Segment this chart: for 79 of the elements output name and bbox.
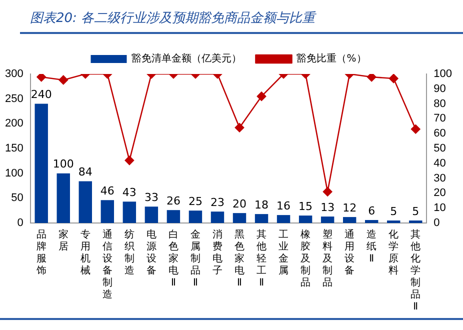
data-label: 84 xyxy=(78,166,92,179)
data-label: 33 xyxy=(144,190,158,204)
y-tick-label: 200 xyxy=(4,118,24,130)
x-tick-label: 通用设备 xyxy=(344,228,355,277)
y-tick-label: 150 xyxy=(4,142,24,155)
x-tick-label: 电源设备 xyxy=(146,228,156,277)
y2-tick-label: 50 xyxy=(434,142,446,155)
data-label: 25 xyxy=(188,194,202,208)
bar xyxy=(232,213,246,223)
x-tick-label: 造纸Ⅱ xyxy=(366,228,377,265)
y2-tick-label: 70 xyxy=(434,112,446,125)
data-label: 240 xyxy=(30,88,52,102)
y2-tick-label: 30 xyxy=(434,172,446,184)
data-label: 13 xyxy=(320,200,335,214)
x-tick-label: 其他化学制品Ⅱ xyxy=(410,228,421,313)
bar xyxy=(56,173,70,223)
y2-tick-label: 100 xyxy=(434,68,452,80)
y-tick-label: 250 xyxy=(4,92,24,105)
y-tick-label: 50 xyxy=(11,192,24,204)
bar xyxy=(188,210,202,223)
bar xyxy=(254,214,268,223)
y2-tick-label: 20 xyxy=(434,187,446,200)
x-tick-label: 塑料及制品 xyxy=(322,228,333,289)
data-label: 20 xyxy=(232,197,247,210)
point xyxy=(410,124,420,134)
data-label: 6 xyxy=(368,204,376,218)
x-tick-label: 其他轻工Ⅱ xyxy=(256,228,267,289)
bar xyxy=(166,210,180,223)
x-tick-label: 纺织制造 xyxy=(124,228,134,277)
x-tick-label: 黑色家电Ⅱ xyxy=(234,230,245,289)
legend-label: 豁免比重（%） xyxy=(296,52,366,65)
data-label: 15 xyxy=(298,200,313,213)
y2-tick-label: 80 xyxy=(434,98,446,110)
bar xyxy=(34,104,48,223)
x-tick-label: 家居 xyxy=(58,228,68,253)
legend-label: 豁免清单金额（亿美元） xyxy=(132,52,242,65)
data-label: 12 xyxy=(342,201,357,214)
x-tick-label: 金属制品Ⅱ xyxy=(190,228,200,289)
x-tick-label: 通信设备制造 xyxy=(102,228,112,301)
x-tick-label: 化学原料 xyxy=(388,228,399,277)
bar xyxy=(100,200,114,223)
point xyxy=(322,187,332,196)
bar xyxy=(342,217,356,223)
x-tick-label: 橡胶及制品 xyxy=(300,228,311,289)
chart-title: 图表20: 各二级行业涉及预期豁免商品金额与比重 xyxy=(30,10,316,27)
x-tick-label: 品牌服饰 xyxy=(35,230,46,277)
data-label: 26 xyxy=(166,194,180,208)
bar xyxy=(276,215,290,223)
point xyxy=(234,122,244,132)
x-tick-label: 专用机械 xyxy=(80,228,90,277)
x-tick-label: 消费电子 xyxy=(212,228,222,277)
bar xyxy=(365,220,378,223)
bar xyxy=(122,202,136,223)
y2-tick-label: 90 xyxy=(434,82,446,95)
point xyxy=(124,156,134,166)
data-label: 5 xyxy=(412,204,420,218)
point xyxy=(36,74,46,82)
x-tick-label: 工业金属 xyxy=(278,230,289,277)
bar xyxy=(210,212,224,223)
y2-tick-label: 40 xyxy=(434,157,446,170)
data-label: 23 xyxy=(210,196,224,209)
bar xyxy=(298,216,312,223)
y2-tick-label: 10 xyxy=(434,202,446,214)
data-label: 100 xyxy=(52,158,74,171)
y-tick-label: 300 xyxy=(4,68,24,80)
y-tick-label: 100 xyxy=(4,167,24,180)
x-tick-label: 白色家电Ⅱ xyxy=(168,228,178,289)
data-label: 16 xyxy=(276,199,291,212)
bar xyxy=(320,216,334,223)
data-label: 5 xyxy=(390,204,398,218)
data-label: 46 xyxy=(100,184,114,198)
bar xyxy=(144,206,158,223)
data-label: 43 xyxy=(122,186,136,200)
bar xyxy=(78,181,92,223)
y-tick-label: 0 xyxy=(17,217,24,230)
data-label: 18 xyxy=(254,198,269,212)
y2-tick-label: 0 xyxy=(434,217,440,230)
y2-tick-label: 60 xyxy=(434,128,446,140)
point xyxy=(366,74,376,82)
